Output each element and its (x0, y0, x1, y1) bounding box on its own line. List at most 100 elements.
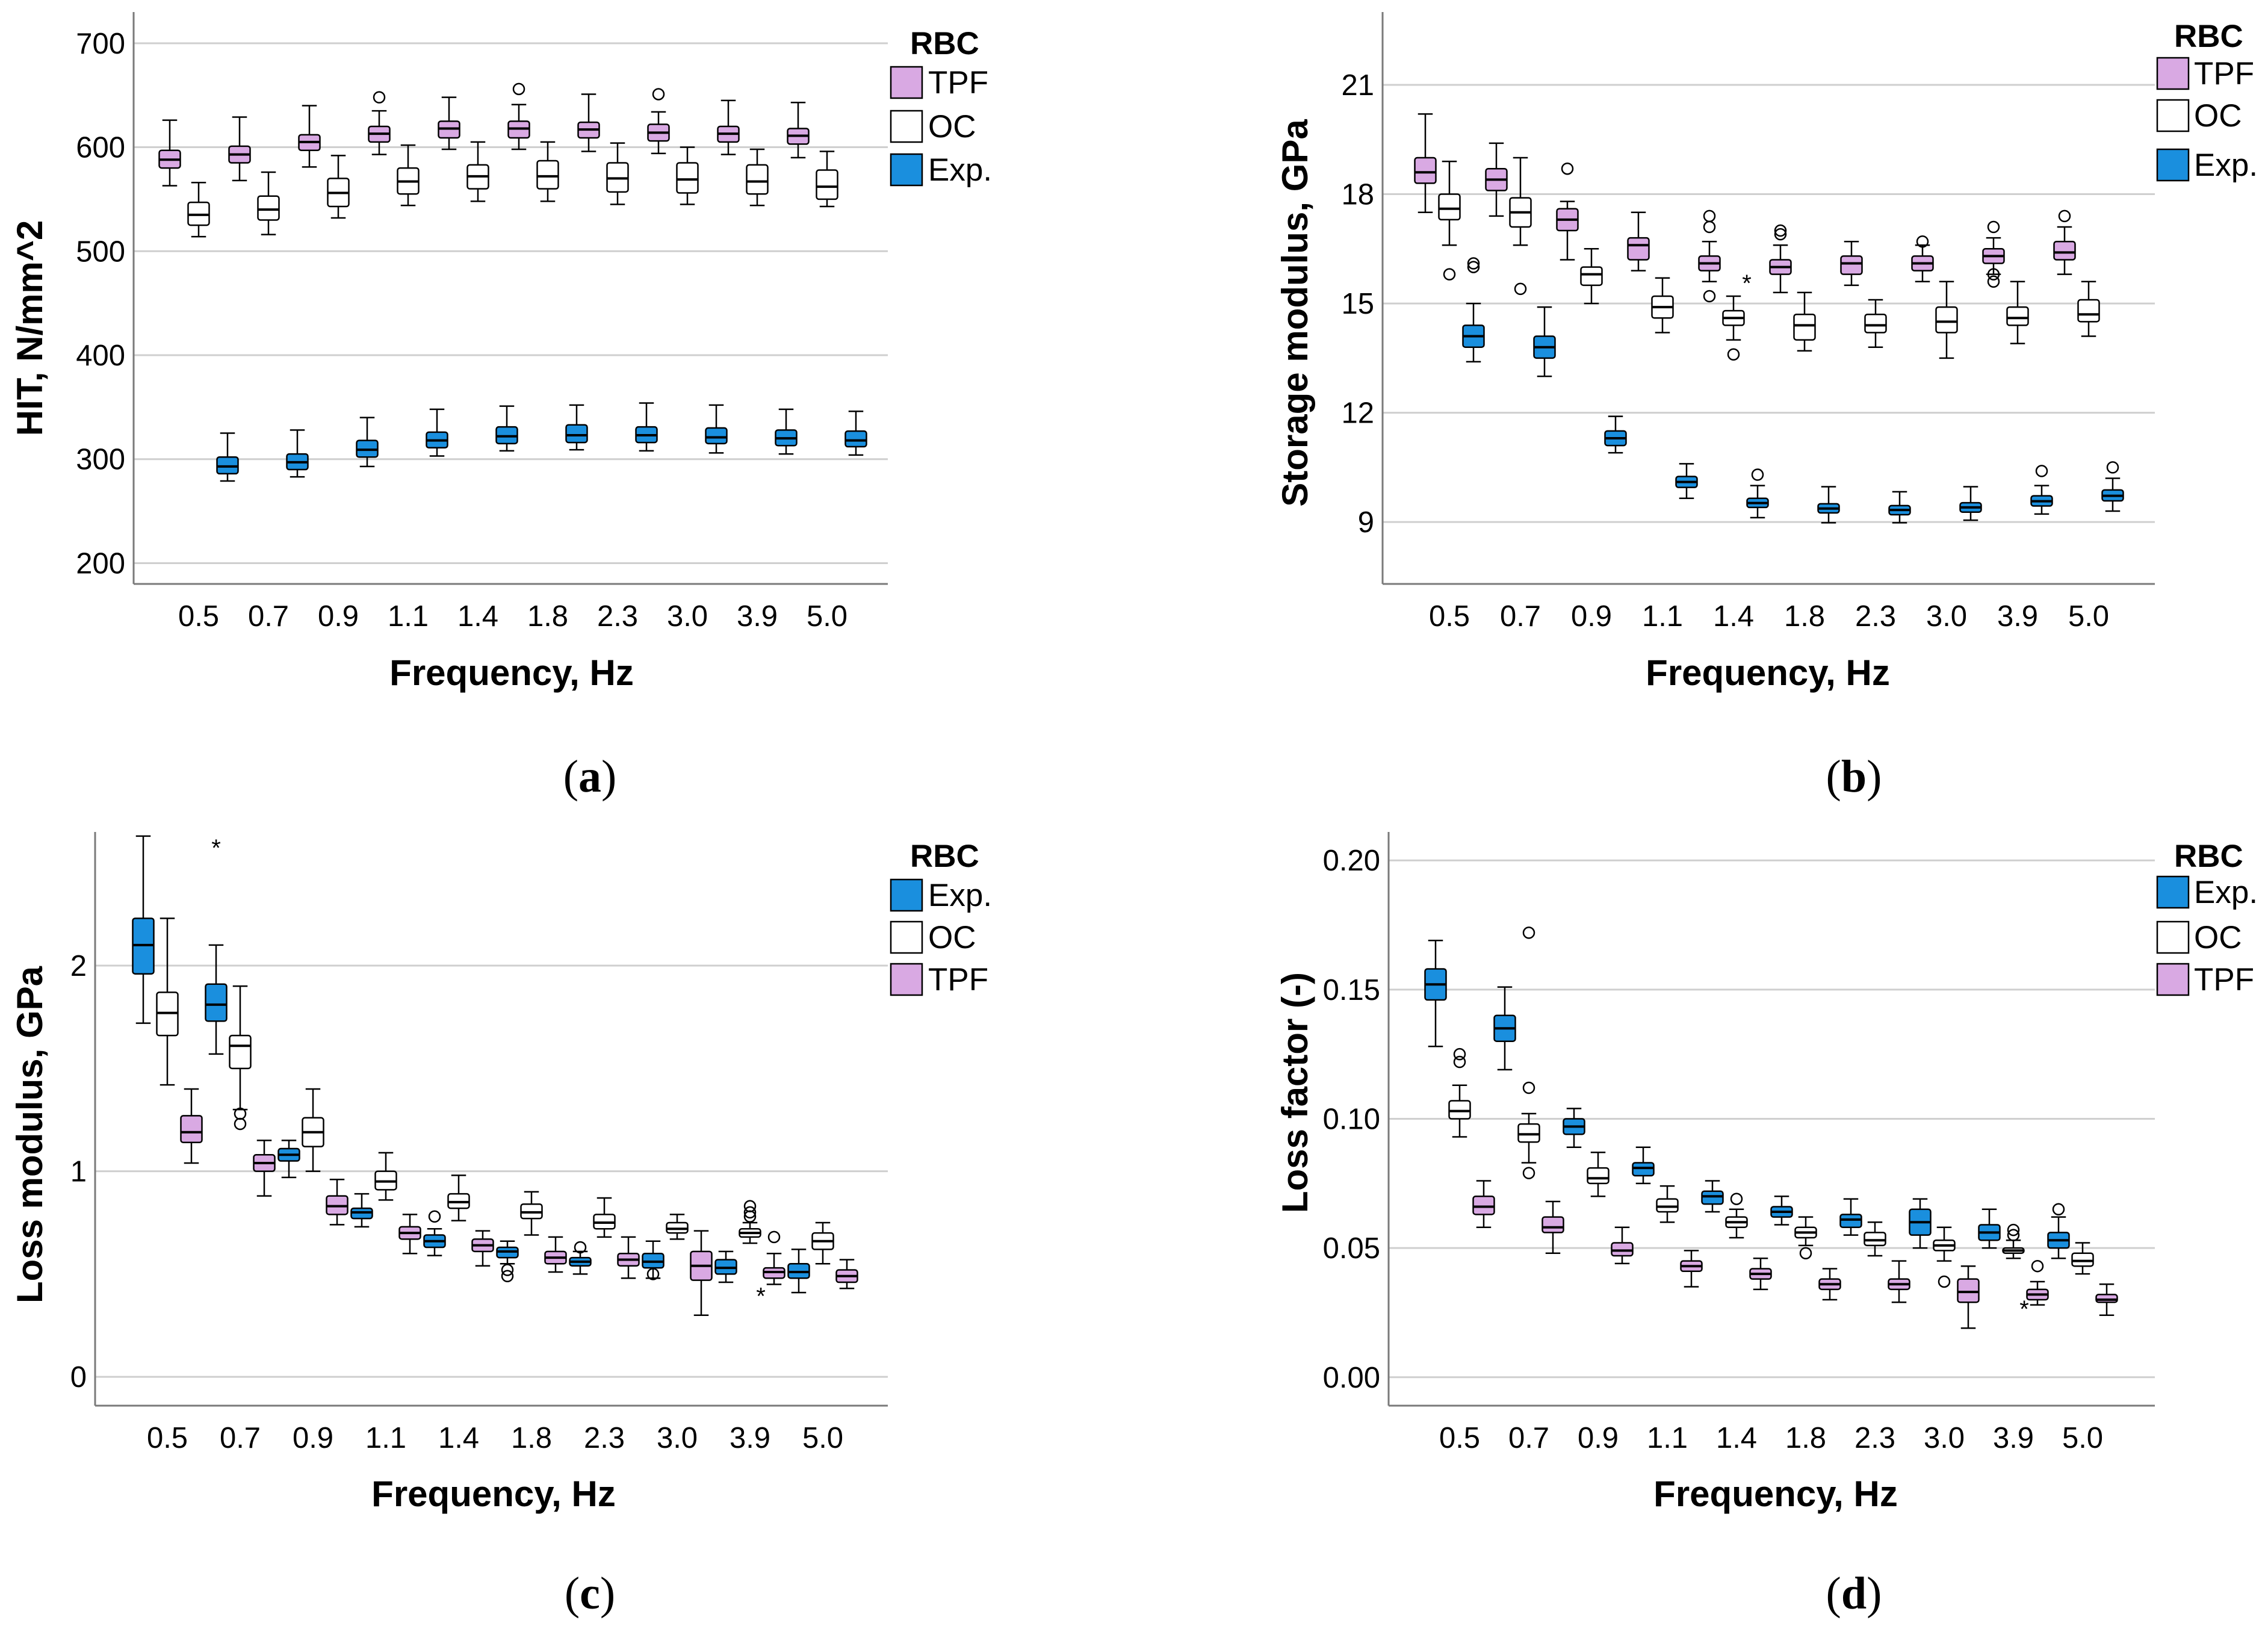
legend-label: OC (2194, 98, 2242, 134)
box-tpf (1472, 1180, 1495, 1229)
extreme-point: * (2019, 1296, 2029, 1323)
box-oc (811, 1221, 834, 1265)
box-tpf: * (2019, 1259, 2049, 1323)
legend-label: TPF (2194, 56, 2254, 92)
outlier-point (1453, 1047, 1466, 1061)
outlier-point (1727, 348, 1740, 361)
y-tick-label: 15 (1341, 288, 1374, 320)
legend-swatch (2156, 963, 2190, 996)
box-iqr (1864, 1232, 1886, 1247)
x-tick-label: 1.8 (1785, 1422, 1826, 1454)
box-oc (606, 142, 629, 205)
legend-title: RBC (910, 839, 979, 874)
x-tick-label: 5.0 (807, 600, 847, 633)
box-oc (1656, 1185, 1679, 1223)
box-tpf (1749, 1258, 1772, 1291)
box-iqr (1414, 157, 1437, 184)
box-tpf (2053, 209, 2076, 275)
outlier-point (1751, 468, 1764, 481)
x-tick-label: 1.4 (1716, 1422, 1757, 1454)
x-tick-label: 3.0 (1926, 600, 1967, 633)
x-tick-label: 1.1 (1647, 1422, 1688, 1454)
x-tick-label: 2.3 (1855, 600, 1896, 633)
x-tick-label: 0.9 (318, 600, 359, 633)
outlier-point (2106, 461, 2119, 474)
box-oc (1794, 1216, 1817, 1259)
box-exp (1493, 986, 1516, 1071)
box-iqr (1840, 255, 1863, 275)
box-tpf (1982, 220, 2005, 288)
x-tick-label: 3.9 (737, 600, 778, 633)
box-exp (565, 404, 588, 451)
legend-label: TPF (928, 65, 988, 101)
box-iqr (1632, 1162, 1655, 1177)
outlier-point (652, 88, 665, 101)
outlier-point (234, 1117, 247, 1131)
panel-d: * 0.00 0.05 0.10 0.15 0.20 0.5 0.7 0.9 1.1 1.4 1.8… (1275, 832, 2258, 1619)
box-oc (1517, 926, 1540, 1179)
x-tick-label: 0.7 (1500, 600, 1541, 633)
legend-label: Exp. (928, 878, 992, 913)
outlier-point (1799, 1247, 1812, 1259)
box-iqr (1438, 193, 1461, 221)
outlier-point (574, 1241, 587, 1254)
outlier-point (1561, 162, 1574, 175)
box-oc (1725, 1193, 1748, 1239)
box-exp (1563, 1108, 1585, 1148)
box-exp (844, 411, 867, 456)
legend-title: RBC (2174, 19, 2243, 54)
outlier-point (2007, 1223, 2020, 1236)
box-tpf (158, 119, 181, 187)
legend-swatch (2156, 99, 2190, 132)
box-tpf (180, 1088, 203, 1164)
box-tpf (1888, 1260, 1910, 1303)
legend-label: TPF (928, 962, 988, 998)
box-tpf (228, 116, 251, 182)
legend-title: RBC (2174, 839, 2243, 874)
extreme-point: * (1742, 270, 1752, 297)
box-tpf (717, 99, 740, 155)
box-tpf (507, 82, 530, 150)
y-axis-label: Loss factor (-) (1275, 972, 1315, 1213)
box-exp (1424, 940, 1447, 1047)
outlier-point (1522, 1081, 1535, 1094)
box-tpf (577, 93, 600, 152)
panel-c: * * 0 1 2 0.5 0.7 0.9 1.1 1.4 1.8 2.3 3.0 3.9 5.0 Fre… (10, 832, 992, 1619)
box-oc (2002, 1223, 2025, 1259)
y-tick-label: 12 (1341, 397, 1374, 430)
outlier-point (1938, 1275, 1951, 1288)
box-tpf: * (756, 1230, 785, 1310)
box-iqr (1541, 1216, 1564, 1233)
box-iqr (746, 164, 769, 195)
box-oc (520, 1191, 543, 1236)
box-tpf (1957, 1265, 1980, 1329)
y-tick-label: 0.15 (1323, 974, 1380, 1007)
x-tick-label: 1.8 (511, 1422, 552, 1454)
box-tpf (1769, 224, 1792, 294)
box-oc (447, 1174, 470, 1221)
outlier-point (501, 1264, 514, 1276)
box-tpf (1541, 1200, 1564, 1254)
legend-label: Exp. (2194, 875, 2258, 910)
x-axis-label: Frequency, Hz (1646, 653, 1890, 693)
extreme-point: * (211, 835, 221, 861)
box-exp (1959, 486, 1982, 521)
x-tick-label: 3.0 (657, 1422, 698, 1454)
box-tpf (690, 1230, 713, 1316)
box-tpf (1485, 142, 1508, 217)
legend-swatch (890, 920, 923, 954)
x-tick-label: 1.1 (388, 600, 429, 633)
y-tick-label: 200 (76, 547, 125, 580)
box-oc (466, 141, 489, 202)
box-exp (216, 432, 239, 482)
x-tick-label: 0.9 (1578, 1422, 1619, 1454)
box-tpf (368, 91, 391, 155)
box-oc (746, 148, 769, 206)
outlier-point (1916, 235, 1929, 248)
box-exp (1817, 486, 1840, 524)
x-tick-label: 0.5 (1439, 1422, 1480, 1454)
outlier-point (501, 1270, 514, 1283)
box-iqr (205, 983, 228, 1022)
box-oc (1864, 299, 1887, 348)
box-tpf (1911, 235, 1934, 283)
